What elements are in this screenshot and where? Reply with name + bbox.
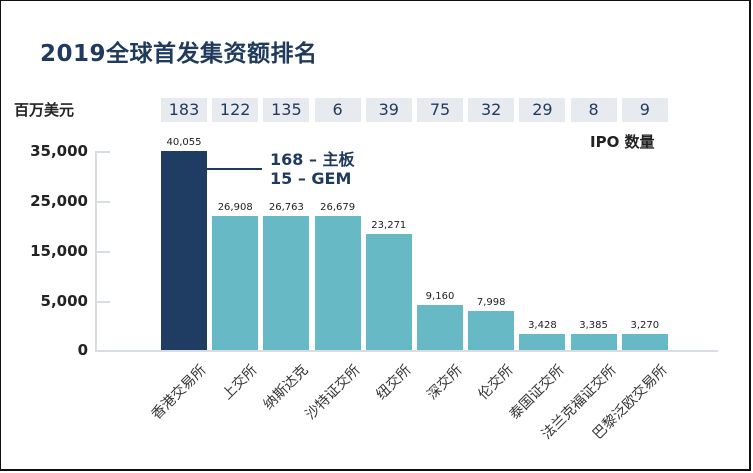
- bar-value-label: 3,428: [528, 320, 557, 331]
- ipo-count-box: 6: [314, 98, 361, 122]
- bar-value-label: 26,679: [320, 202, 356, 213]
- ipo-count-box: 29: [519, 98, 566, 122]
- y-tick-label: 5,000: [40, 292, 88, 310]
- bar-value-label: 26,763: [268, 202, 304, 213]
- y-tick-label: 0: [77, 341, 88, 359]
- bar-纳斯达克: [263, 216, 310, 350]
- ipo-count-box: 9: [621, 98, 668, 122]
- bar-巴黎泛欧交易所: [621, 334, 668, 350]
- bar-value-label: 3,385: [579, 320, 608, 331]
- y-tick-mark: [96, 201, 110, 203]
- ipo-count-box: 32: [468, 98, 515, 122]
- bar-value-label: 7,998: [476, 297, 506, 308]
- annotation-gem: 15 – GEM: [270, 169, 352, 188]
- annotation-leader-line: [207, 168, 262, 170]
- ipo-count-box: 183: [161, 98, 207, 122]
- y-tick-label: 35,000: [30, 142, 88, 160]
- bar-深交所: [417, 305, 463, 350]
- bar-纽交所: [365, 234, 412, 350]
- bar-沙特证交所: [314, 216, 361, 350]
- bar-伦交所: [468, 311, 515, 350]
- bar-法兰克福证交所: [570, 334, 617, 350]
- bar-value-label: 9,160: [425, 291, 455, 302]
- y-tick-mark: [96, 251, 110, 253]
- ipo-count-box: 75: [417, 98, 463, 122]
- y-tick-label: 15,000: [30, 242, 88, 260]
- ipo-count-box: 8: [570, 98, 617, 122]
- y-tick-mark: [96, 151, 110, 153]
- bar-value-label: 40,055: [166, 137, 202, 148]
- bar-value-label: 3,270: [630, 320, 660, 331]
- bar-value-label: 26,908: [217, 202, 253, 213]
- y-tick-label: 25,000: [30, 192, 88, 210]
- bar-泰国证交所: [519, 334, 566, 350]
- ipo-count-label: IPO 数量: [590, 133, 655, 151]
- bar-value-label: 23,271: [371, 220, 407, 231]
- chart-title: 2019全球首发集资额排名: [40, 41, 318, 67]
- bar-上交所: [212, 216, 259, 350]
- ipo-count-box: 39: [365, 98, 412, 122]
- x-axis-line: [95, 350, 718, 352]
- ipo-count-box: 135: [263, 98, 310, 122]
- ipo-count-box: 122: [212, 98, 259, 122]
- y-axis-unit-label: 百万美元: [14, 101, 75, 119]
- bar-香港交易所: [161, 151, 207, 350]
- y-tick-mark: [96, 301, 110, 303]
- annotation-main-board: 168 – 主板: [270, 150, 355, 169]
